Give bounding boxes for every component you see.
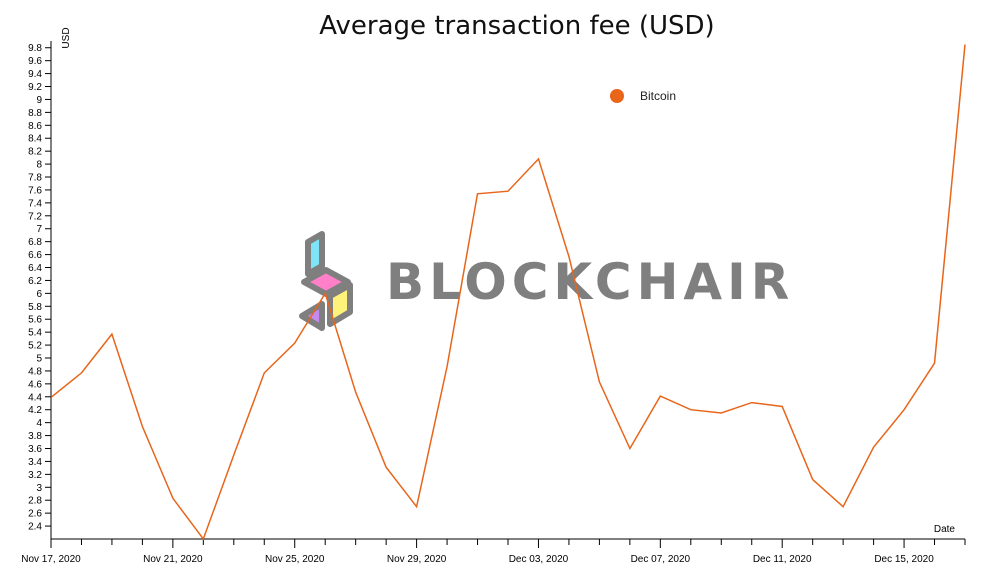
y-tick-label: 5.4: [28, 328, 42, 339]
data-point[interactable]: [138, 423, 146, 431]
y-tick-label: 3.8: [28, 431, 42, 442]
y-axis-label: USD: [61, 27, 72, 48]
x-tick-label: Dec 03, 2020: [509, 554, 569, 565]
y-tick-label: 9.2: [28, 82, 42, 93]
data-point[interactable]: [778, 402, 786, 410]
data-point[interactable]: [809, 476, 817, 484]
data-point[interactable]: [687, 406, 695, 414]
y-tick-label: 2.8: [28, 496, 42, 507]
x-tick-label: Nov 25, 2020: [265, 554, 325, 565]
series-bitcoin: [47, 41, 969, 543]
y-tick-label: 9.8: [28, 43, 42, 54]
y-tick-label: 4.2: [28, 405, 42, 416]
data-point[interactable]: [900, 406, 908, 414]
data-point[interactable]: [717, 409, 725, 417]
watermark-text: BLOCKCHAIR: [386, 253, 794, 311]
y-tick-label: 4: [36, 418, 42, 429]
x-tick-label: Dec 15, 2020: [874, 554, 934, 565]
y-tick-label: 7.6: [28, 185, 42, 196]
data-point[interactable]: [321, 289, 329, 297]
data-point[interactable]: [565, 253, 573, 261]
y-tick-label: 5: [36, 354, 42, 365]
data-point[interactable]: [839, 503, 847, 511]
data-point[interactable]: [47, 393, 55, 401]
y-tick-label: 2.6: [28, 509, 42, 520]
y-tick-label: 6: [36, 289, 42, 300]
y-tick-label: 6.4: [28, 263, 42, 274]
legend[interactable]: Bitcoin: [610, 89, 676, 103]
blockchair-logo-icon: [299, 231, 353, 331]
y-tick-label: 2.4: [28, 522, 42, 533]
x-tick-label: Nov 21, 2020: [143, 554, 203, 565]
data-point[interactable]: [77, 369, 85, 377]
y-tick-label: 8.8: [28, 108, 42, 119]
y-tick-label: 7.8: [28, 173, 42, 184]
data-point[interactable]: [169, 494, 177, 502]
legend-marker-bitcoin: [610, 89, 624, 103]
y-tick-label: 3.6: [28, 444, 42, 455]
data-point[interactable]: [199, 535, 207, 543]
y-tick-label: 4.8: [28, 366, 42, 377]
data-point[interactable]: [534, 155, 542, 163]
data-point[interactable]: [291, 339, 299, 347]
y-tick-label: 8.6: [28, 121, 42, 132]
y-tick-label: 7.4: [28, 198, 42, 209]
y-tick-label: 8: [36, 160, 42, 171]
y-tick-label: 3.2: [28, 470, 42, 481]
data-point[interactable]: [748, 399, 756, 407]
x-axis-label: Date: [934, 524, 956, 535]
data-point[interactable]: [931, 359, 939, 367]
data-point[interactable]: [870, 443, 878, 451]
data-point[interactable]: [352, 388, 360, 396]
data-point[interactable]: [626, 445, 634, 453]
data-point[interactable]: [260, 369, 268, 377]
data-point[interactable]: [413, 503, 421, 511]
data-point[interactable]: [108, 330, 116, 338]
y-tick-label: 9.4: [28, 69, 42, 80]
data-point[interactable]: [961, 41, 969, 49]
data-point[interactable]: [230, 451, 238, 459]
y-tick-label: 5.8: [28, 302, 42, 313]
y-tick-label: 6.6: [28, 250, 42, 261]
data-point[interactable]: [595, 378, 603, 386]
data-point[interactable]: [382, 463, 390, 471]
y-tick-label: 3: [36, 483, 42, 494]
y-tick-label: 9.6: [28, 56, 42, 67]
series-line-bitcoin: [50, 44, 966, 541]
x-axis-ticks: Nov 17, 2020 Nov 21, 2020 Nov 25, 2020 Nov …: [21, 539, 966, 565]
y-tick-label: 8.2: [28, 147, 42, 158]
y-axis-ticks: 2.4 2.6 2.8 3 3.2 3.4 3.6 3.8 4 4.2 4.4 4.6 4.85 5.2 5…: [28, 43, 51, 533]
x-tick-label: Dec 11, 2020: [753, 554, 812, 565]
y-tick-label: 8.4: [28, 134, 42, 145]
y-tick-label: 7.2: [28, 211, 42, 222]
y-tick-label: 6.8: [28, 237, 42, 248]
y-tick-label: 5.6: [28, 315, 42, 326]
x-tick-label: Nov 17, 2020: [21, 554, 81, 565]
data-point[interactable]: [443, 362, 451, 370]
x-tick-label: Dec 07, 2020: [631, 554, 691, 565]
data-point[interactable]: [656, 392, 664, 400]
y-tick-label: 9: [36, 95, 42, 106]
data-point[interactable]: [474, 190, 482, 198]
legend-label-bitcoin: Bitcoin: [640, 89, 676, 103]
y-tick-label: 7: [36, 224, 42, 235]
x-tick-label: Nov 29, 2020: [387, 554, 447, 565]
blockchair-watermark: BLOCKCHAIR: [299, 231, 794, 331]
data-point[interactable]: [504, 187, 512, 195]
y-tick-label: 6.2: [28, 276, 42, 287]
y-tick-label: 4.4: [28, 392, 42, 403]
y-tick-label: 4.6: [28, 379, 42, 390]
y-tick-label: 5.2: [28, 341, 42, 352]
y-tick-label: 3.4: [28, 457, 42, 468]
chart-title: Average transaction fee (USD): [319, 11, 714, 41]
